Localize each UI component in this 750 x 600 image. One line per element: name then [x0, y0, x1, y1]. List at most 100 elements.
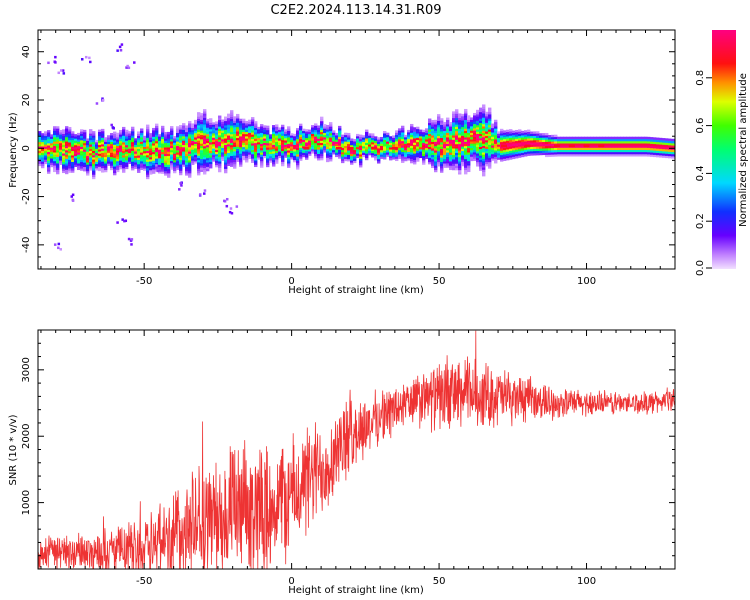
heatmap-cell	[59, 153, 63, 157]
heatmap-cell	[224, 144, 228, 148]
heatmap-cell	[245, 131, 249, 135]
heatmap-cell	[407, 151, 411, 155]
heatmap-cell	[155, 151, 159, 155]
heatmap-cell	[440, 166, 444, 169]
heatmap-cell	[203, 113, 207, 116]
heatmap-cell	[590, 145, 594, 148]
heatmap-cell	[116, 132, 120, 136]
heatmap-cell	[365, 138, 369, 141]
heatmap-cell	[482, 124, 486, 127]
heatmap-cell	[215, 162, 219, 166]
heatmap-cell	[287, 148, 291, 151]
heatmap-cell	[173, 146, 177, 150]
heatmap-cell	[155, 154, 159, 157]
heatmap-cell	[428, 122, 432, 126]
heatmap-cell	[230, 142, 234, 146]
heatmap-cell	[101, 163, 105, 167]
heatmap-cell	[434, 124, 438, 127]
heatmap-cell	[125, 160, 129, 163]
heatmap-cell	[467, 124, 471, 127]
heatmap-cell	[536, 139, 540, 143]
heatmap-cell	[437, 135, 441, 139]
heatmap-cell	[239, 127, 243, 130]
heatmap-cell	[431, 139, 435, 142]
heatmap-cell	[491, 156, 495, 159]
heatmap-cell	[377, 143, 381, 147]
heatmap-cell	[365, 131, 369, 135]
heatmap-cell	[308, 153, 312, 156]
heatmap-cell	[173, 138, 177, 141]
heatmap-cell	[572, 154, 576, 157]
heatmap-cell	[476, 120, 480, 124]
heatmap-cell	[275, 135, 279, 138]
heatmap-cell	[182, 140, 186, 143]
heatmap-cell	[272, 142, 276, 145]
heatmap-cell	[197, 114, 201, 117]
heatmap-cell	[359, 134, 363, 138]
heatmap-cell	[206, 144, 210, 148]
heatmap-cell	[437, 131, 441, 134]
heatmap-cell	[53, 139, 57, 142]
heatmap-cell	[617, 138, 621, 142]
heatmap-cell	[290, 135, 294, 138]
heatmap-cell	[221, 154, 225, 157]
heatmap-cell	[320, 153, 324, 156]
heatmap-cell	[494, 130, 498, 134]
heatmap-cell	[167, 142, 171, 146]
heatmap-cell	[380, 145, 384, 149]
heatmap-cell	[47, 136, 51, 140]
heatmap-cell	[323, 137, 327, 140]
heatmap-cell	[650, 137, 654, 140]
heatmap-cell	[611, 145, 615, 148]
heatmap-cell	[83, 149, 87, 152]
heatmap-cell	[221, 130, 225, 133]
heatmap-cell	[266, 127, 270, 131]
heatmap-cell	[230, 127, 234, 130]
heatmap-cell	[461, 122, 465, 125]
heatmap-cell	[515, 143, 519, 146]
heatmap-cell	[272, 138, 276, 141]
heatmap-cell	[188, 151, 192, 154]
heatmap-cell	[263, 142, 267, 146]
heatmap-cell	[521, 139, 525, 142]
heatmap-cell	[455, 154, 459, 158]
heatmap-cell	[542, 135, 546, 138]
heatmap-cell	[392, 141, 396, 145]
heatmap-cell	[470, 136, 474, 140]
heatmap-cell	[341, 152, 345, 155]
heatmap-cell	[263, 155, 267, 159]
heatmap-cell	[251, 117, 255, 120]
heatmap-cell	[311, 133, 315, 137]
heatmap-cell	[431, 137, 435, 140]
y-tick-label: 40	[21, 45, 32, 58]
heatmap-cell	[311, 144, 315, 148]
heatmap-cell	[353, 141, 357, 144]
heatmap-cell	[116, 165, 120, 168]
heatmap-cell	[380, 136, 384, 140]
heatmap-cell	[242, 136, 246, 139]
heatmap-peak-cell	[583, 144, 590, 148]
heatmap-cell	[203, 141, 207, 145]
heatmap-cell	[158, 138, 162, 141]
heatmap-cell	[251, 140, 255, 144]
heatmap-cell	[152, 136, 156, 140]
heatmap-cell	[158, 171, 162, 174]
heatmap-cell	[44, 135, 48, 139]
heatmap-cell	[113, 138, 117, 141]
heatmap-cell	[266, 138, 270, 142]
heatmap-cell	[431, 156, 435, 160]
heatmap-cell	[488, 135, 492, 139]
heatmap-cell	[248, 143, 252, 146]
heatmap-cell	[215, 132, 219, 135]
heatmap-cell	[593, 136, 597, 140]
heatmap-noise-cell	[57, 246, 60, 250]
heatmap-peak-cell	[371, 146, 378, 150]
heatmap-cell	[452, 141, 456, 145]
heatmap-cell	[206, 125, 210, 128]
heatmap-cell	[356, 144, 360, 148]
heatmap-cell	[128, 146, 132, 149]
heatmap-cell	[632, 138, 636, 142]
heatmap-cell	[197, 123, 201, 126]
heatmap-cell	[524, 136, 528, 140]
heatmap-cell	[56, 154, 60, 157]
